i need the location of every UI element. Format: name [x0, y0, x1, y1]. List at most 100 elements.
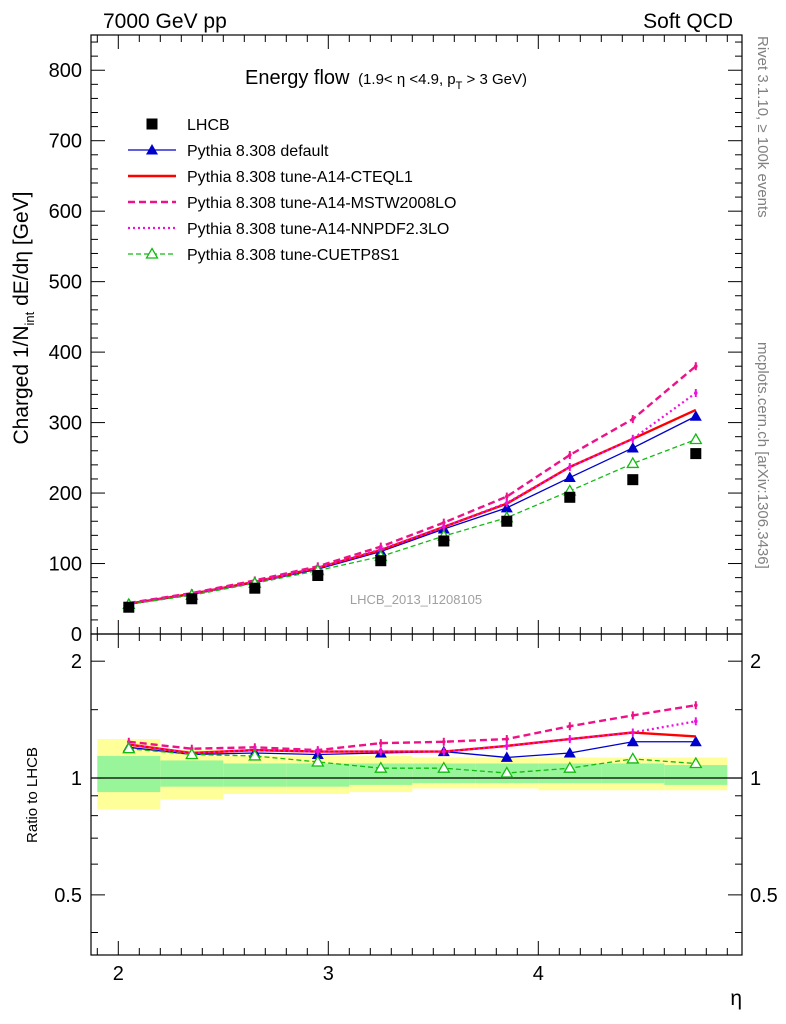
data-point-marker	[442, 749, 446, 754]
x-tick-label: 2	[113, 963, 124, 985]
series-line	[128, 408, 697, 605]
legend-label: Pythia 8.308 tune-A14-MSTW2008LO	[187, 195, 456, 212]
data-point-marker	[185, 747, 199, 760]
x-axis-label: η	[730, 987, 742, 1010]
legend-entry: LHCB	[146, 117, 230, 134]
chart-title-main: Energy flow	[245, 67, 350, 89]
data-point-marker	[312, 570, 324, 582]
data-point-marker	[568, 453, 572, 457]
analysis-watermark: LHCB_2013_I1208105	[350, 592, 482, 607]
data-point-marker	[626, 752, 640, 764]
data-point-marker	[505, 737, 509, 741]
stat-uncertainty-band	[97, 755, 161, 793]
ratio-line	[128, 748, 696, 774]
data-point-marker	[626, 456, 640, 469]
legend-label: LHCB	[187, 117, 230, 134]
header-left: 7000 GeV pp	[103, 10, 227, 33]
data-point-marker	[690, 448, 702, 460]
data-point-marker	[689, 432, 703, 445]
data-point-marker	[694, 703, 698, 708]
series-line	[128, 438, 697, 606]
legend-entry: Pythia 8.308 tune-A14-MSTW2008LO	[128, 195, 456, 212]
chart-title: Energy flow (1.9< η <4.9, pT > 3 GeV)	[245, 67, 527, 92]
data-point-marker	[316, 749, 320, 754]
data-point-marker	[631, 417, 635, 421]
data-point-marker	[505, 501, 509, 505]
legend-marker	[146, 118, 158, 130]
main-y-tick-label: 500	[49, 272, 82, 294]
ratio-plot-frame	[90, 633, 743, 956]
main-y-tick-label: 700	[49, 131, 82, 153]
data-point-marker	[631, 730, 635, 735]
rivet-version-label: Rivet 3.1.10, ≥ 100k events	[754, 36, 771, 218]
legend-entry: Pythia 8.308 tune-A14-CTEQL1	[128, 169, 413, 186]
main-y-tick-label: 200	[49, 483, 82, 505]
axis-ticks	[91, 35, 742, 955]
data-point-marker	[626, 735, 639, 747]
ratio-series-pythia-8-308-tune-a14-cteql1	[128, 731, 696, 755]
data-point-marker	[379, 741, 383, 745]
main-y-tick-label: 400	[49, 342, 82, 364]
ratio-y-tick-label-right: 1	[750, 768, 761, 790]
stat-uncertainty-band	[160, 760, 224, 787]
data-point-marker	[694, 364, 698, 369]
data-point-marker	[146, 144, 158, 155]
data-point-marker	[563, 471, 576, 483]
data-point-marker	[375, 555, 387, 567]
legend: LHCB Pythia 8.308 default Pythia 8.308 tun…	[128, 117, 456, 264]
data-point-marker	[568, 737, 572, 741]
series-pythia-8-308-tune-cuetp8s1	[122, 432, 703, 610]
x-tick-label: 4	[533, 963, 544, 985]
data-point-marker	[186, 593, 198, 605]
legend-label: Pythia 8.308 tune-CUETP8S1	[187, 247, 400, 264]
legend-entry: Pythia 8.308 tune-CUETP8S1	[128, 247, 400, 264]
legend-label: Pythia 8.308 default	[187, 143, 329, 160]
data-point-marker	[123, 601, 135, 613]
ratio-line	[128, 704, 696, 752]
data-point-marker	[694, 719, 698, 724]
data-point-marker	[500, 766, 514, 778]
ratio-line	[128, 731, 696, 755]
axis-tick-labels: 2 3 4 0 100 200 300 400 500 600 700 800 0.5 0.5 1 1 2 2	[49, 60, 778, 985]
data-point-marker	[631, 713, 635, 718]
ratio-series-pythia-8-308-tune-cuetp8s1	[122, 741, 703, 778]
data-point-marker	[564, 491, 576, 503]
main-y-tick-label: 100	[49, 554, 82, 576]
data-point-marker	[249, 582, 261, 594]
ratio-y-tick-label: 0.5	[54, 885, 82, 907]
data-point-marker	[568, 465, 572, 469]
x-tick-label: 3	[323, 963, 334, 985]
data-point-marker	[689, 756, 703, 769]
legend-entry: Pythia 8.308 tune-A14-NNPDF2.3LO	[128, 221, 449, 238]
series-line	[128, 392, 697, 605]
legend-label: Pythia 8.308 tune-A14-CTEQL1	[187, 169, 413, 186]
ratio-y-axis-label: Ratio to LHCB	[24, 747, 41, 843]
ratio-series	[122, 701, 703, 778]
legend-entry: Pythia 8.308 default	[128, 143, 329, 160]
data-point-marker	[689, 735, 702, 747]
data-point-marker	[500, 501, 513, 513]
ratio-y-tick-label-right: 2	[750, 651, 761, 673]
series-line	[128, 365, 697, 605]
main-y-tick-label: 300	[49, 413, 82, 435]
series-lhcb-data	[123, 448, 702, 613]
mcplots-label: mcplots.cern.ch [arXiv:1306.3436]	[754, 342, 771, 569]
stat-uncertainty-band	[601, 763, 665, 784]
main-y-axis-label: Charged 1/Nint dE/dη [GeV]	[10, 191, 37, 444]
data-point-marker	[379, 547, 383, 552]
data-point-marker	[311, 755, 325, 767]
data-point-marker	[248, 749, 262, 761]
data-point-marker	[374, 761, 388, 773]
data-point-marker	[626, 441, 639, 453]
series-line	[128, 415, 697, 606]
data-point-marker	[694, 391, 698, 395]
data-point-marker	[505, 744, 509, 748]
data-point-marker	[500, 751, 513, 762]
chart-title-sub: (1.9< η <4.9, pT > 3 GeV)	[358, 71, 527, 92]
series-pythia-8-308-tune-a14-mstw2008lo	[127, 362, 698, 607]
main-y-tick-label: 0	[71, 624, 82, 646]
stat-uncertainty-band	[664, 765, 728, 785]
data-point-marker	[505, 494, 509, 499]
data-point-marker	[563, 761, 577, 773]
